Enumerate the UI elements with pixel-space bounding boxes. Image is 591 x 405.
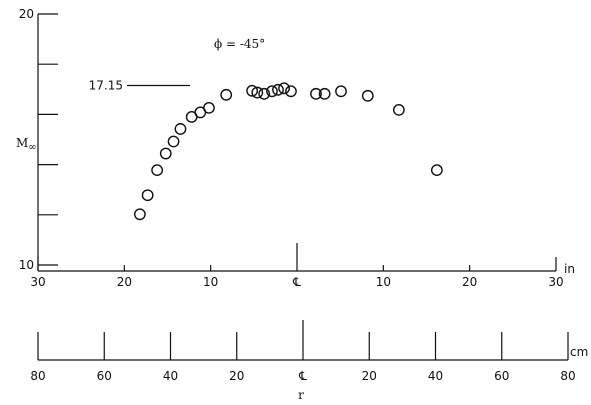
x-tick-label-cm: ℄ [298, 369, 307, 383]
data-point [174, 123, 187, 135]
data-points [133, 82, 443, 221]
data-point [278, 82, 290, 95]
data-point [133, 208, 146, 221]
x-tick-label-in: 10 [376, 275, 391, 289]
y-tick-label: 20 [19, 7, 34, 21]
reference-line-label: 17.15 [89, 79, 123, 93]
data-point [272, 83, 284, 96]
x-unit-in: in [564, 262, 575, 276]
axes [37, 13, 569, 361]
x-tick-label-in: ℄ [292, 275, 301, 289]
x-tick-label-cm: 40 [163, 369, 178, 383]
data-point [151, 164, 164, 177]
x-tick-label-cm: 80 [560, 369, 575, 383]
data-point [258, 87, 271, 100]
x-tick-label-cm: 20 [229, 369, 244, 383]
x-tick-label-cm: 80 [30, 369, 45, 383]
x-tick-label-in: 20 [117, 275, 132, 289]
x-unit-cm: cm [570, 345, 588, 359]
data-point [430, 164, 443, 177]
x-tick-label-in: 10 [203, 275, 218, 289]
data-point [285, 85, 297, 98]
data-point [141, 189, 154, 202]
data-point [246, 84, 259, 97]
data-point [220, 88, 233, 101]
data-point [392, 103, 405, 116]
data-point [361, 89, 374, 102]
y-tick-label: 10 [19, 258, 34, 272]
x-tick-label-in: 20 [462, 275, 477, 289]
data-point [203, 101, 215, 114]
y-axis-label: M∞ [16, 136, 37, 153]
x-tick-label-cm: 60 [97, 369, 112, 383]
data-point [167, 135, 180, 148]
x-tick-label-cm: 60 [494, 369, 509, 383]
data-point [159, 147, 172, 160]
data-point [251, 86, 264, 99]
x-tick-label-in: 30 [30, 275, 45, 289]
x-tick-label-cm: 40 [428, 369, 443, 383]
x-tick-label-in: 30 [548, 275, 563, 289]
annotation-phi: ϕ = -45° [214, 37, 265, 51]
data-point [310, 87, 322, 100]
x-tick-label-cm: 20 [362, 369, 377, 383]
x-axis-label: r [298, 388, 304, 402]
data-point [318, 87, 331, 100]
data-point [335, 85, 347, 98]
data-point [266, 85, 278, 98]
